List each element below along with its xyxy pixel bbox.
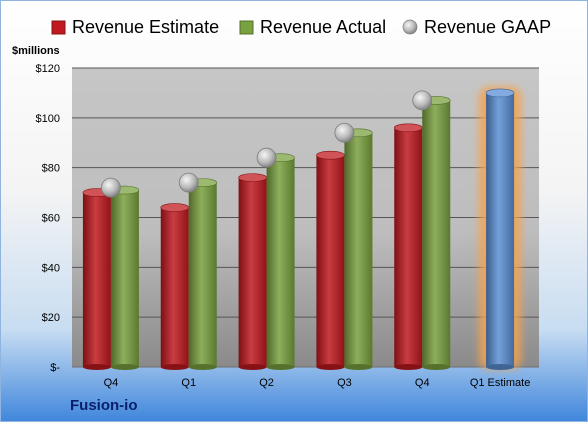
bars [82, 86, 522, 370]
bar-revenue-estimate-base [238, 364, 267, 370]
y-tick-label: $40 [42, 262, 60, 274]
gridlines [72, 67, 539, 368]
bar-q1-estimate-base [486, 364, 515, 370]
bar-revenue-estimate [316, 155, 345, 367]
bar-revenue-estimate-base [394, 364, 423, 370]
company-name: Fusion-io [70, 397, 138, 414]
marker-revenue-gaap [412, 90, 433, 111]
y-axis-label: $millions [12, 45, 60, 57]
legend-swatch [402, 19, 418, 35]
bar-revenue-estimate-top [393, 123, 423, 133]
marker-revenue-gaap [101, 177, 121, 198]
y-tick-label: $60 [42, 213, 60, 225]
y-tick-label: $80 [42, 163, 60, 175]
legend-label: Revenue GAAP [424, 17, 551, 37]
x-tick-labels: Q4 Q1 Q2 Q3 Q4 Q1 Estimate [104, 377, 531, 389]
bar-revenue-actual [188, 182, 217, 367]
y-tick-label: $120 [36, 63, 60, 75]
y-tick-label: $100 [36, 113, 60, 125]
x-tick-label: Q3 [337, 377, 352, 389]
marker-revenue-gaap [256, 147, 277, 168]
marker-revenue-gaap [178, 172, 199, 193]
bar-revenue-estimate [82, 192, 111, 367]
bar-revenue-actual-base [266, 364, 295, 370]
legend-label: Revenue Actual [260, 17, 386, 37]
bar-revenue-estimate-top [238, 173, 267, 182]
y-tick-label: $- [50, 362, 60, 374]
y-tick-label: $20 [42, 312, 60, 324]
bar-revenue-actual-base [188, 364, 217, 370]
bar-revenue-estimate-top [160, 203, 190, 212]
bar-q1-estimate [486, 92, 515, 368]
legend-label: Revenue Estimate [72, 17, 219, 37]
bar-q1-estimate-top [485, 88, 515, 98]
bar-revenue-actual [110, 190, 139, 367]
marker-revenue-gaap [334, 122, 355, 143]
x-tick-label: Q4 [104, 377, 119, 389]
bar-revenue-actual [344, 132, 373, 367]
bar-revenue-estimate-top [316, 150, 345, 160]
gaap-markers [101, 90, 433, 198]
bar-revenue-estimate-base [82, 364, 111, 370]
legend-swatch [51, 20, 66, 35]
bar-revenue-estimate [394, 127, 423, 367]
legend-swatch [239, 20, 254, 35]
bar-revenue-estimate-base [160, 364, 189, 370]
x-tick-label: Q2 [259, 377, 274, 389]
bar-revenue-estimate [238, 177, 267, 367]
bar-revenue-actual-base [110, 364, 139, 370]
bar-revenue-actual [266, 157, 295, 367]
y-tick-labels: $- $20 $40 $60 $80 $100 $120 [36, 63, 61, 374]
bar-revenue-actual-base [344, 364, 373, 370]
bar-revenue-actual [422, 100, 451, 368]
bar-revenue-estimate-base [316, 364, 345, 370]
bar-revenue-estimate [160, 207, 189, 367]
legend: Revenue Estimate Revenue Actual Revenue GA… [51, 17, 551, 37]
x-tick-label: Q1 [181, 377, 196, 389]
x-tick-label: Q4 [415, 377, 430, 389]
bar-revenue-actual-base [422, 364, 451, 370]
x-tick-label: Q1 Estimate [470, 377, 531, 389]
